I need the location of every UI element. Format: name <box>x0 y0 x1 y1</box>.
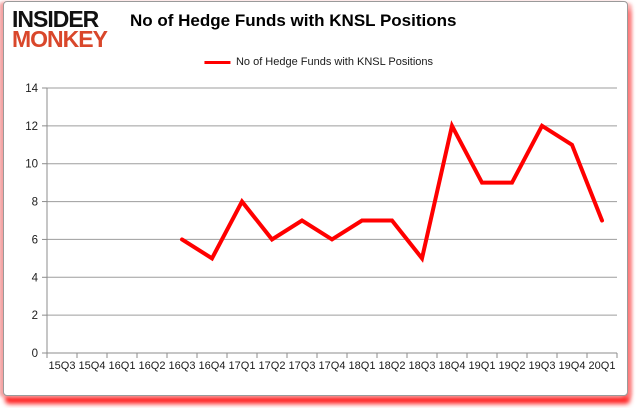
y-tick-label: 10 <box>25 159 38 171</box>
x-tick-label: 17Q3 <box>289 360 316 372</box>
x-tick-label: 17Q2 <box>259 360 286 372</box>
x-tick-label: 15Q3 <box>49 360 76 372</box>
y-tick-label: 4 <box>32 272 39 284</box>
x-tick-label: 19Q1 <box>469 360 496 372</box>
y-tick-label: 12 <box>25 121 38 133</box>
logo-text-insider: INSIDER <box>12 6 99 32</box>
x-tick-label: 16Q1 <box>109 360 136 372</box>
x-tick-label: 17Q4 <box>319 360 346 372</box>
x-tick-label: 17Q1 <box>229 360 256 372</box>
x-tick-label: 16Q3 <box>169 360 196 372</box>
legend-label: No of Hedge Funds with KNSL Positions <box>235 56 434 68</box>
chart-title: No of Hedge Funds with KNSL Positions <box>130 11 457 30</box>
y-tick-label: 2 <box>32 310 38 322</box>
x-tick-label: 15Q4 <box>79 360 106 372</box>
series-line <box>180 120 604 263</box>
y-tick-label: 0 <box>32 348 38 360</box>
x-tick-label: 20Q1 <box>589 360 616 372</box>
y-tick-label: 14 <box>25 83 38 95</box>
x-tick-label: 18Q2 <box>379 360 406 372</box>
x-tick-label: 19Q3 <box>529 360 556 372</box>
x-tick-label: 16Q4 <box>199 360 226 372</box>
x-tick-label: 18Q1 <box>349 360 376 372</box>
x-tick-label: 16Q2 <box>139 360 166 372</box>
x-tick-label: 19Q2 <box>499 360 526 372</box>
x-tick-label: 19Q4 <box>559 360 586 372</box>
y-tick-label: 8 <box>32 197 38 209</box>
x-tick-label: 18Q3 <box>409 360 436 372</box>
insider-monkey-logo: INSIDER MONKEY <box>12 6 108 52</box>
logo-text-monkey: MONKEY <box>12 26 108 52</box>
card-background <box>3 1 628 396</box>
chart-legend: No of Hedge Funds with KNSL Positions <box>203 56 434 68</box>
legend-line-swatch <box>203 60 230 64</box>
y-tick-label: 6 <box>32 234 38 246</box>
x-tick-label: 18Q4 <box>439 360 466 372</box>
